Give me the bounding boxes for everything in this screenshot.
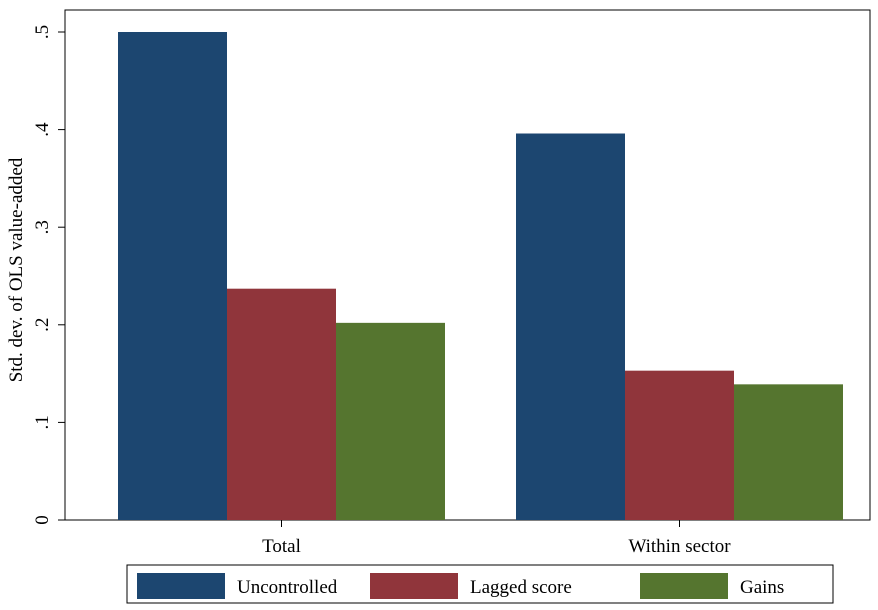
bar: [516, 133, 625, 520]
legend: Uncontrolled Lagged score Gains: [126, 564, 834, 604]
legend-swatch: [370, 573, 458, 599]
legend-label: Gains: [740, 577, 784, 598]
legend-swatch: [640, 573, 728, 599]
x-tick-label: Total: [262, 536, 301, 557]
bars-layer: [118, 32, 843, 520]
y-tick-label: 0: [32, 515, 53, 525]
y-tick-label: .2: [32, 318, 53, 332]
bar: [336, 322, 445, 520]
y-tick-label: .3: [32, 220, 53, 234]
y-tick-label: .5: [32, 25, 53, 39]
bar: [118, 32, 227, 520]
x-tick-label: Within sector: [628, 536, 731, 557]
y-axis-label: Std. dev. of OLS value-added: [6, 157, 27, 382]
legend-label: Uncontrolled: [237, 577, 338, 598]
x-axis: Total Within sector: [262, 520, 731, 557]
legend-label: Lagged score: [470, 577, 572, 598]
legend-swatch: [137, 573, 225, 599]
y-tick-label: .1: [32, 415, 53, 429]
bar: [734, 384, 843, 520]
bar: [625, 370, 734, 520]
y-axis: 0 .1 .2 .3 .4 .5: [32, 25, 65, 525]
y-tick-label: .4: [32, 122, 53, 137]
bar: [227, 288, 336, 520]
